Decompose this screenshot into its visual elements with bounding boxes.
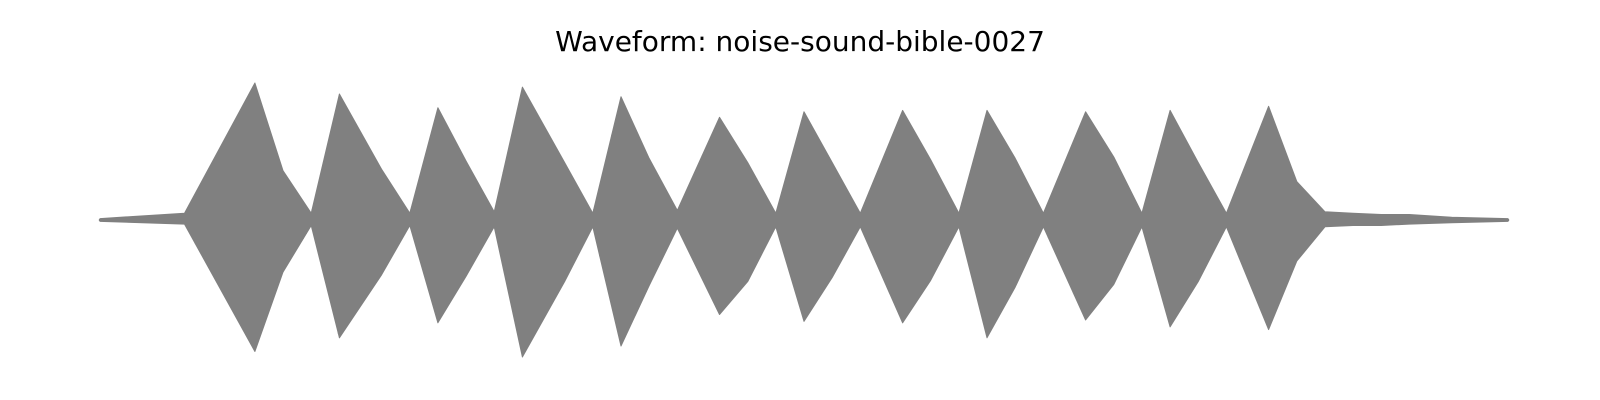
plot-area xyxy=(98,82,1510,358)
chart-title: Waveform: noise-sound-bible-0027 xyxy=(555,25,1045,58)
